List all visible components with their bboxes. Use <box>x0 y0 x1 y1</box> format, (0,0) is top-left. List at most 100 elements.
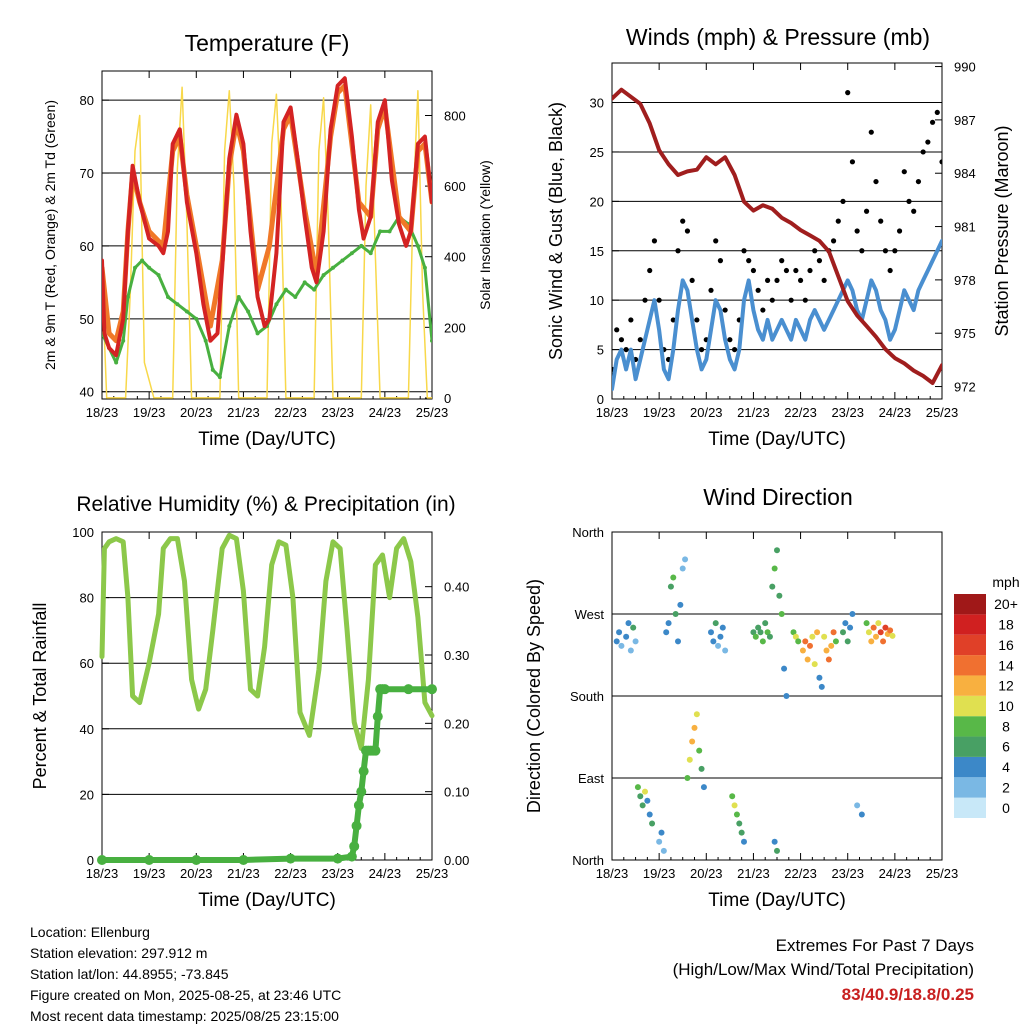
gust-point <box>731 346 738 353</box>
gust-point <box>694 317 700 323</box>
colorbar-swatch <box>954 716 986 737</box>
direction-point <box>708 629 714 636</box>
y-right-tick-label: 981 <box>954 220 976 235</box>
data-point <box>255 331 260 336</box>
x-tick-label: 18/23 <box>86 405 119 420</box>
direction-point <box>828 642 835 649</box>
y-tick-label: 40 <box>80 722 94 737</box>
y-tick-label: North <box>572 525 604 540</box>
gust-point <box>915 178 922 185</box>
colorbar-units: mph <box>992 574 1019 590</box>
x-tick-label: 21/23 <box>737 866 770 881</box>
series-group <box>102 76 432 399</box>
y-right-tick-label: 0.30 <box>444 648 469 663</box>
gust-point <box>783 267 790 274</box>
data-point <box>156 273 161 278</box>
y-axis-label: Direction (Colored By Speed) <box>524 579 544 813</box>
y-tick-label: 70 <box>80 166 94 181</box>
data-point <box>430 338 432 343</box>
direction-point <box>814 629 821 636</box>
direction-point <box>757 629 764 636</box>
direction-point <box>809 633 816 640</box>
recent-timestamp-text: Most recent data timestamp: 2025/08/25 2… <box>30 1008 339 1024</box>
gust-point <box>901 169 907 175</box>
x-tick-label: 19/23 <box>133 866 166 881</box>
y-tick-label: 40 <box>80 385 94 400</box>
x-tick-label: 21/23 <box>227 866 260 881</box>
direction-point <box>849 611 856 617</box>
data-point <box>415 243 420 248</box>
direction-point <box>870 624 877 631</box>
x-tick-label: 20/23 <box>180 866 213 881</box>
direction-point <box>818 683 825 690</box>
data-point <box>246 309 251 314</box>
direction-point <box>858 811 865 818</box>
y-right-tick-label: 978 <box>954 273 976 288</box>
direction-point <box>689 738 696 745</box>
colorbar-label: 10 <box>998 698 1014 714</box>
direction-point <box>889 632 896 639</box>
colorbar-swatch <box>954 634 986 656</box>
gust-point <box>854 228 860 234</box>
x-tick-label: 21/23 <box>737 405 770 420</box>
gust-point <box>873 178 879 185</box>
direction-point <box>700 784 707 791</box>
direction-point <box>665 620 672 627</box>
direction-point <box>679 565 686 572</box>
y-right-tick-label: 984 <box>954 166 976 181</box>
colorbar-swatch <box>954 594 986 615</box>
direction-point <box>634 784 641 791</box>
x-tick-label: 22/23 <box>784 866 817 881</box>
gust-point <box>647 267 653 274</box>
x-tick-label: 25/23 <box>926 866 959 881</box>
y-tick-label: 30 <box>590 96 604 111</box>
colorbar-label: 20+ <box>994 596 1018 612</box>
direction-point <box>660 847 667 854</box>
data-point <box>140 258 145 263</box>
direction-point <box>755 624 762 631</box>
y-tick-label: 0 <box>597 392 604 407</box>
data-point <box>184 309 189 314</box>
direction-point <box>627 647 634 654</box>
direction-point <box>625 620 632 627</box>
y-tick-label: 10 <box>590 293 604 308</box>
y-tick-label: 20 <box>80 787 94 802</box>
created-text: Figure created on Mon, 2025-08-25, at 23… <box>30 987 342 1003</box>
x-tick-label: 24/23 <box>369 405 402 420</box>
direction-point <box>778 611 785 617</box>
y-right-tick-label: 0.40 <box>444 580 469 595</box>
gust-point <box>882 248 889 254</box>
colorbar-swatch <box>954 695 986 717</box>
direction-point <box>623 633 630 640</box>
direction-point <box>764 629 771 636</box>
gust-point <box>680 218 686 224</box>
direction-point <box>762 620 769 627</box>
gust-point <box>727 337 733 343</box>
gust-point <box>637 337 643 343</box>
gust-point <box>812 248 818 254</box>
extremes-values: 83/40.9/18.8/0.25 <box>841 985 974 1004</box>
gust-point <box>708 287 714 293</box>
direction-point <box>863 620 870 627</box>
x-tick-label: 18/23 <box>596 866 629 881</box>
direction-point <box>642 788 648 795</box>
y-right-tick-label: 975 <box>954 326 976 341</box>
y-tick-label: 5 <box>597 343 604 358</box>
direction-point <box>875 620 882 627</box>
data-point <box>321 273 326 278</box>
direction-point <box>792 633 799 640</box>
y-tick-label: 25 <box>590 145 604 160</box>
y-tick-label: 60 <box>80 656 94 671</box>
x-tick-label: 19/23 <box>643 866 676 881</box>
direction-point <box>736 820 743 827</box>
y-right-tick-label: 972 <box>954 380 976 395</box>
chart-panel-4 <box>611 531 986 861</box>
colorbar-swatch <box>954 777 986 798</box>
data-point <box>378 229 383 234</box>
x-tick-label: 24/23 <box>369 866 402 881</box>
gust-point <box>835 218 841 224</box>
series-group <box>97 532 437 865</box>
direction-point <box>823 647 830 654</box>
direction-point <box>717 633 724 640</box>
